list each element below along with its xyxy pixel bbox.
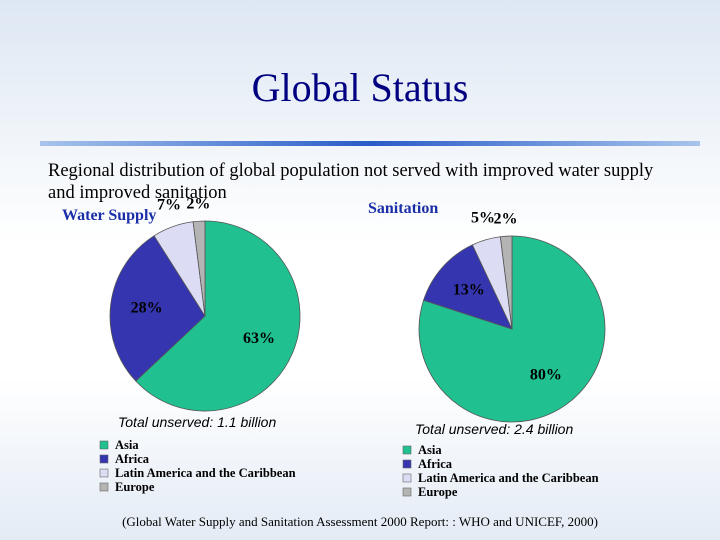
data-label: 2% (493, 211, 517, 228)
data-label: 7% (157, 197, 181, 214)
pie-slice (499, 235, 513, 330)
data-label: 5% (471, 210, 495, 227)
total-note: Total unserved: 1.1 billion (118, 414, 276, 430)
legend-label: Africa (115, 452, 150, 466)
source-note: (Global Water Supply and Sanitation Asse… (122, 514, 598, 529)
title-rule (40, 141, 700, 146)
data-label: 80% (530, 366, 562, 383)
data-label: 2% (186, 195, 210, 212)
legend-label: Latin America and the Caribbean (115, 466, 296, 480)
chart-title: Sanitation (368, 200, 438, 217)
pie-slice (192, 220, 206, 317)
chart-title: Water Supply (62, 207, 156, 224)
slide-subtitle: Regional distribution of global populati… (48, 161, 654, 203)
pie-slice (135, 220, 301, 412)
total-note: Total unserved: 2.4 billion (415, 421, 573, 437)
legend-label: Europe (418, 485, 458, 499)
legend-label: Africa (418, 457, 453, 471)
pie-slice (423, 244, 513, 330)
data-label: 28% (131, 299, 163, 316)
legend-swatch (99, 482, 109, 492)
legend-label: Asia (418, 443, 442, 457)
legend-swatch (99, 454, 109, 464)
legend-swatch (402, 459, 412, 469)
legend-label: Europe (115, 480, 155, 494)
legend-swatch (402, 487, 412, 497)
data-label: 13% (453, 282, 485, 299)
slide-title: Global Status (251, 65, 469, 110)
legend-swatch (99, 440, 109, 450)
legend-swatch (402, 473, 412, 483)
legend-label: Asia (115, 438, 139, 452)
legend-swatch (99, 468, 109, 478)
legend-label: Latin America and the Caribbean (418, 471, 599, 485)
pie-slice (109, 235, 206, 382)
legend-swatch (402, 445, 412, 455)
data-label: 63% (243, 330, 275, 347)
